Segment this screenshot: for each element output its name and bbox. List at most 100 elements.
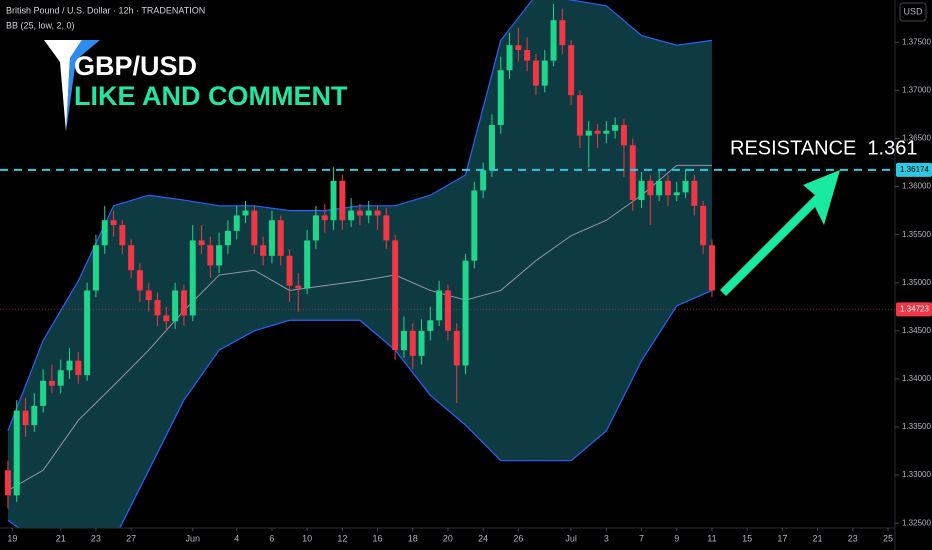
candle-body (348, 210, 355, 221)
candle-body (304, 240, 311, 289)
candle-body (180, 290, 187, 316)
candle-body (480, 170, 487, 191)
y-tick-label: 1.37500 (902, 37, 931, 46)
x-tick-label: 3 (604, 533, 609, 543)
candle-body (444, 290, 451, 331)
y-tick-label: 1.35000 (902, 278, 931, 287)
candle-body (409, 330, 416, 356)
candle-body (515, 45, 522, 51)
logo (66, 40, 100, 132)
candle-body (374, 210, 381, 216)
candle-body (524, 50, 531, 61)
logo (44, 40, 82, 132)
candle-body (708, 245, 715, 291)
plot-area (0, 0, 895, 528)
x-tick-label: 21 (813, 533, 823, 543)
candle-body (154, 300, 161, 316)
candle-body (541, 60, 548, 86)
price-tag-label: 1.36174 (900, 165, 929, 174)
y-tick-label: 1.33500 (902, 422, 931, 431)
y-tick-label: 1.33000 (902, 470, 931, 479)
x-tick-label: 12 (337, 533, 347, 543)
indicator-label: BB (25, low, 2, 0) (6, 20, 75, 30)
currency-box (899, 2, 927, 22)
candle-body (277, 220, 284, 256)
candle-body (559, 20, 566, 46)
candle-body (383, 215, 390, 241)
x-tick-label: 26 (513, 533, 523, 543)
x-tick-label: 4 (234, 533, 239, 543)
candle-body (620, 125, 627, 146)
candle-body (101, 220, 108, 246)
candle-body (84, 290, 91, 376)
candle-body (163, 315, 170, 322)
candle-body (145, 290, 152, 301)
candle-body (13, 410, 20, 496)
candle-body (31, 405, 38, 426)
candle-body (268, 220, 275, 256)
x-tick-label: 19 (7, 533, 17, 543)
y-tick-label: 1.34000 (902, 374, 931, 383)
candle-body (66, 360, 73, 371)
candle-body (462, 260, 469, 366)
x-tick-label: Jun (185, 533, 200, 543)
candle-body (356, 210, 363, 216)
arrow (720, 170, 840, 296)
x-tick-label: 23 (848, 533, 858, 543)
x-tick-label: 11 (707, 533, 716, 543)
candle-body (207, 245, 214, 266)
candle-body (75, 360, 82, 376)
candle-body (612, 125, 619, 131)
candle-body (436, 290, 443, 321)
candle-body (251, 210, 258, 246)
candle-body (216, 245, 223, 266)
candle-body (4, 470, 11, 496)
candle-body (189, 240, 196, 316)
x-tick-label: 7 (639, 533, 644, 543)
price-tag (896, 302, 932, 317)
candle-body (550, 20, 557, 61)
y-tick-label: 1.36000 (902, 182, 931, 191)
currency-label: USD (903, 6, 923, 16)
candle-body (638, 180, 645, 201)
candle-body (339, 180, 346, 221)
x-tick-label: Jul (565, 533, 577, 543)
y-tick-label: 1.36500 (902, 134, 931, 143)
x-tick-label: 25 (883, 533, 893, 543)
candle-body (691, 180, 698, 206)
x-tick-label: 9 (674, 533, 679, 543)
x-tick-label: 21 (56, 533, 66, 543)
candle-body (656, 180, 663, 196)
x-tick-label: 17 (777, 533, 787, 543)
x-tick-label: 27 (126, 533, 136, 543)
price-tag (896, 162, 932, 177)
candle-body (286, 255, 293, 286)
candle-body (92, 245, 99, 291)
x-tick-label: 10 (302, 533, 312, 543)
band-fill (7, 0, 712, 528)
x-tick-label: 20 (443, 533, 453, 543)
candle-body (453, 330, 460, 366)
candle-body (506, 45, 513, 71)
candle-body (576, 95, 583, 136)
candle-body (682, 180, 689, 193)
annotation: RESISTANCE 1.361 (730, 137, 917, 159)
candle-body (260, 245, 267, 256)
candle-body (392, 240, 399, 351)
candle-body (497, 70, 504, 126)
candle-body (48, 380, 55, 386)
chart-title: British Pound / U.S. Dollar · 12h · TRAD… (6, 5, 205, 15)
candle-body (198, 240, 205, 246)
y-tick-label: 1.35500 (902, 230, 931, 239)
band-middle (7, 164, 712, 491)
candle-body (321, 215, 328, 221)
candle-body (40, 380, 47, 406)
price-tag-label: 1.34723 (900, 305, 929, 314)
candle-body (647, 180, 654, 196)
candle-body (488, 125, 495, 171)
candle-body (233, 215, 240, 231)
y-tick-label: 1.34500 (902, 326, 931, 335)
candle-body (400, 330, 407, 351)
candle-body (242, 210, 249, 216)
